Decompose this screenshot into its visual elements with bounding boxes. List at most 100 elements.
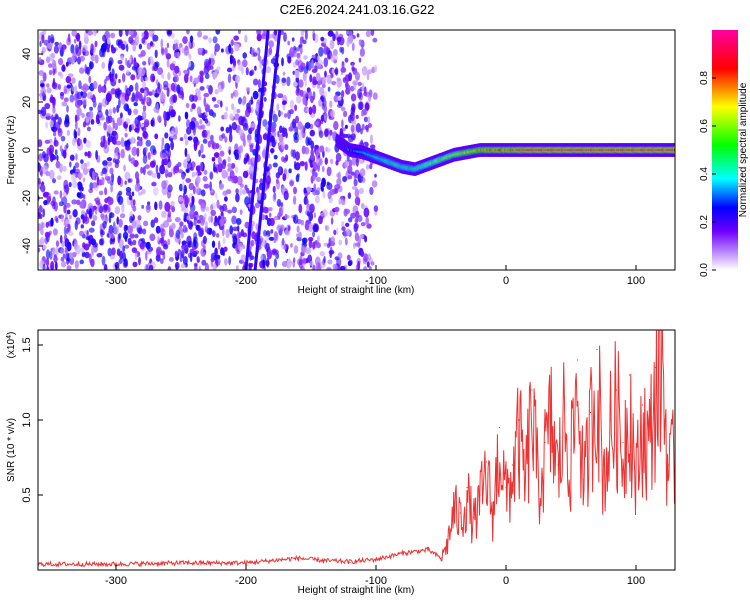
- heat-cell: [140, 166, 144, 174]
- heat-cell: [176, 84, 181, 94]
- heat-cell: [50, 261, 55, 270]
- heat-cell: [81, 96, 87, 106]
- heat-cell: [196, 175, 201, 184]
- heat-cell: [76, 192, 81, 198]
- heat-cell: [42, 244, 47, 250]
- heat-cell: [117, 59, 123, 65]
- heat-cell: [70, 44, 75, 54]
- heat-cell: [270, 148, 275, 154]
- heat-cell: [166, 42, 170, 49]
- heat-cell: [111, 247, 116, 256]
- heat-cell: [122, 252, 126, 262]
- heat-cell: [45, 249, 51, 260]
- heat-cell: [276, 224, 283, 229]
- heat-cell: [306, 89, 313, 99]
- heat-cell: [141, 37, 146, 44]
- heat-cell: [229, 58, 233, 65]
- heat-cell: [307, 137, 312, 146]
- heat-cell: [223, 111, 228, 120]
- heat-cell: [124, 132, 128, 138]
- heat-cell: [224, 136, 228, 143]
- heat-cell: [306, 108, 310, 113]
- heat-cell: [63, 226, 67, 236]
- heat-cell: [85, 116, 90, 124]
- heat-cell: [262, 30, 266, 38]
- heat-cell: [281, 140, 285, 150]
- heat-cell: [334, 68, 339, 75]
- heat-cell: [49, 120, 54, 128]
- heat-cell: [133, 102, 138, 107]
- heat-cell: [222, 226, 225, 237]
- spectrogram-panel: -300 -200 -100 0 100 40 20 0 -20 -40 Height of s…: [6, 29, 676, 296]
- heat-cell: [357, 215, 363, 222]
- heat-cell: [189, 252, 193, 263]
- y-tick-label: 1.5: [21, 337, 33, 352]
- heat-cell: [114, 132, 119, 141]
- heat-cell: [345, 124, 348, 129]
- heat-cell: [273, 231, 278, 241]
- heat-cell: [212, 36, 218, 44]
- heat-cell: [366, 261, 370, 268]
- heat-cell: [282, 173, 287, 182]
- heat-cell: [230, 39, 234, 46]
- heat-cell: [323, 45, 329, 55]
- heat-cell: [66, 209, 71, 215]
- heat-cell: [345, 133, 352, 139]
- snr-point: [563, 396, 566, 399]
- heat-cell: [96, 253, 103, 258]
- heat-cell: [335, 152, 342, 162]
- heat-cell: [61, 214, 64, 223]
- heat-cell: [133, 108, 139, 115]
- heat-cell: [92, 215, 98, 221]
- heat-cell: [284, 113, 288, 118]
- heat-cell: [200, 189, 206, 197]
- heat-cell: [178, 169, 184, 174]
- heat-cell: [203, 92, 210, 98]
- heat-cell: [367, 123, 372, 128]
- heat-cell: [372, 92, 378, 100]
- heat-cell: [263, 96, 267, 102]
- heat-cell: [344, 57, 349, 63]
- heat-cell: [64, 218, 71, 224]
- heat-cell: [128, 154, 131, 162]
- heat-cell: [123, 164, 126, 172]
- heat-cell: [268, 212, 272, 218]
- heat-cell: [105, 109, 109, 116]
- heat-cell: [247, 106, 252, 114]
- heat-cell: [304, 79, 307, 87]
- heat-cell: [233, 35, 240, 41]
- colorbar-gradient: [712, 30, 738, 270]
- heat-cell: [82, 121, 87, 128]
- heat-cell: [249, 144, 254, 153]
- heat-cell: [235, 193, 240, 203]
- heat-cell: [51, 126, 58, 133]
- heat-cell: [118, 78, 121, 84]
- heat-cell: [241, 97, 246, 106]
- snr-point: [472, 516, 475, 519]
- heat-cell: [224, 207, 228, 212]
- snr-point: [401, 551, 403, 553]
- heat-cell: [266, 257, 270, 268]
- heat-cell: [45, 121, 48, 129]
- heat-cell: [129, 55, 132, 64]
- heat-cell: [310, 113, 316, 119]
- heat-cell: [259, 260, 264, 269]
- heat-cell: [264, 214, 268, 221]
- heat-cell: [173, 39, 180, 46]
- heat-cell: [137, 66, 140, 74]
- heat-cell: [80, 200, 85, 209]
- heat-cell: [74, 260, 79, 270]
- heat-cell: [92, 170, 95, 180]
- heat-cell: [52, 228, 58, 236]
- snr-point: [446, 539, 449, 541]
- snr-panel: -300 -200 -100 0 100 0.5 1.0 1.5 Height of str…: [6, 329, 676, 596]
- heat-cell: [128, 30, 134, 36]
- heat-cell: [252, 78, 259, 86]
- heat-cell: [52, 257, 59, 262]
- heat-cell: [89, 106, 93, 111]
- heat-cell: [302, 95, 307, 105]
- heat-cell: [210, 204, 214, 211]
- heat-cell: [313, 183, 317, 191]
- heat-cell: [138, 43, 142, 50]
- heat-cell: [234, 43, 240, 52]
